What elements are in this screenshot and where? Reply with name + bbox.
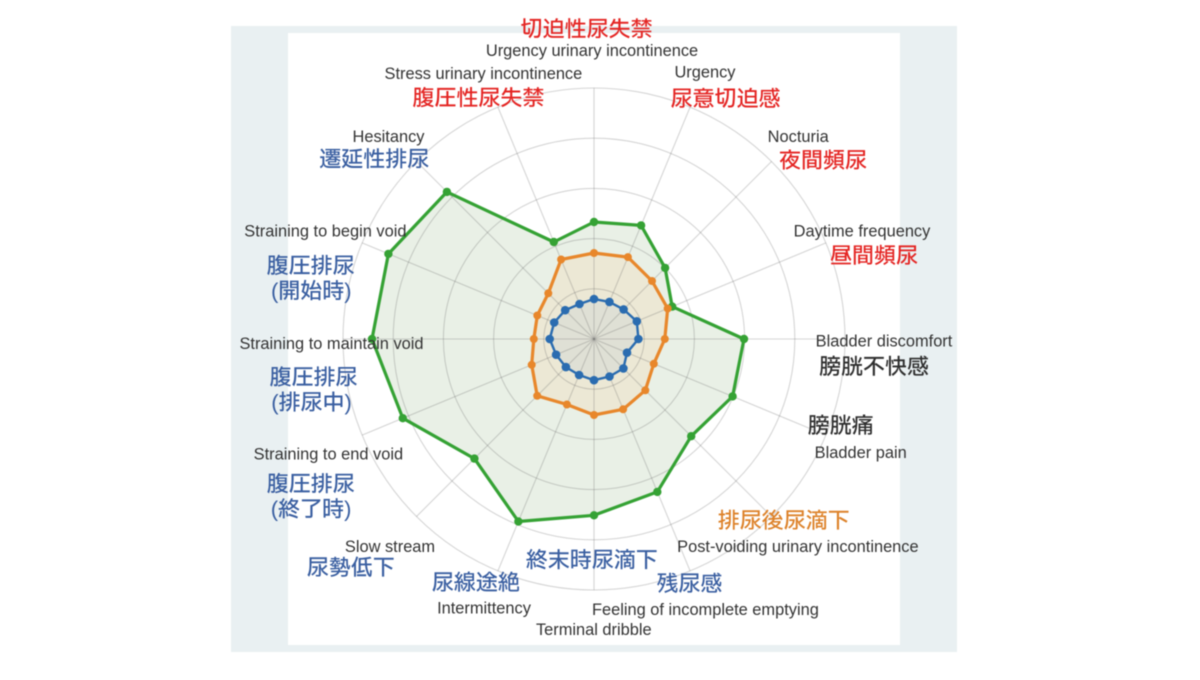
svg-text:): ) <box>344 497 351 522</box>
svg-text:Straining to begin void: Straining to begin void <box>244 223 406 241</box>
svg-text:Intermittency: Intermittency <box>437 600 532 618</box>
svg-text:Straining to maintain void: Straining to maintain void <box>239 335 423 353</box>
svg-text:Post-voiding urinary incontine: Post-voiding urinary incontinence <box>677 538 918 556</box>
svg-text:Bladder discomfort: Bladder discomfort <box>816 333 953 351</box>
svg-text:(: ( <box>271 279 279 304</box>
svg-text:Bladder pain: Bladder pain <box>815 444 907 462</box>
svg-text:Daytime frequency: Daytime frequency <box>794 223 931 241</box>
svg-text:Nocturia: Nocturia <box>768 128 830 146</box>
svg-text:Hesitancy: Hesitancy <box>353 128 426 146</box>
svg-text:): ) <box>345 390 352 415</box>
svg-text:(: ( <box>271 390 279 415</box>
svg-text:Urgency: Urgency <box>674 63 736 81</box>
svg-text:(: ( <box>271 497 279 522</box>
svg-text:Feeling of incomplete emptying: Feeling of incomplete emptying <box>592 601 819 619</box>
svg-text:Straining to end void: Straining to end void <box>254 445 403 463</box>
svg-text:Urgency urinary incontinence: Urgency urinary incontinence <box>486 42 698 60</box>
svg-text:Terminal dribble: Terminal dribble <box>536 621 652 639</box>
svg-text:): ) <box>344 279 351 304</box>
svg-text:Stress urinary incontinence: Stress urinary incontinence <box>385 65 583 83</box>
svg-text:Slow stream: Slow stream <box>345 538 435 556</box>
